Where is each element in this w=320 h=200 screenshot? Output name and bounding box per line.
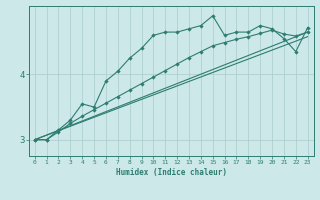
X-axis label: Humidex (Indice chaleur): Humidex (Indice chaleur)	[116, 168, 227, 177]
